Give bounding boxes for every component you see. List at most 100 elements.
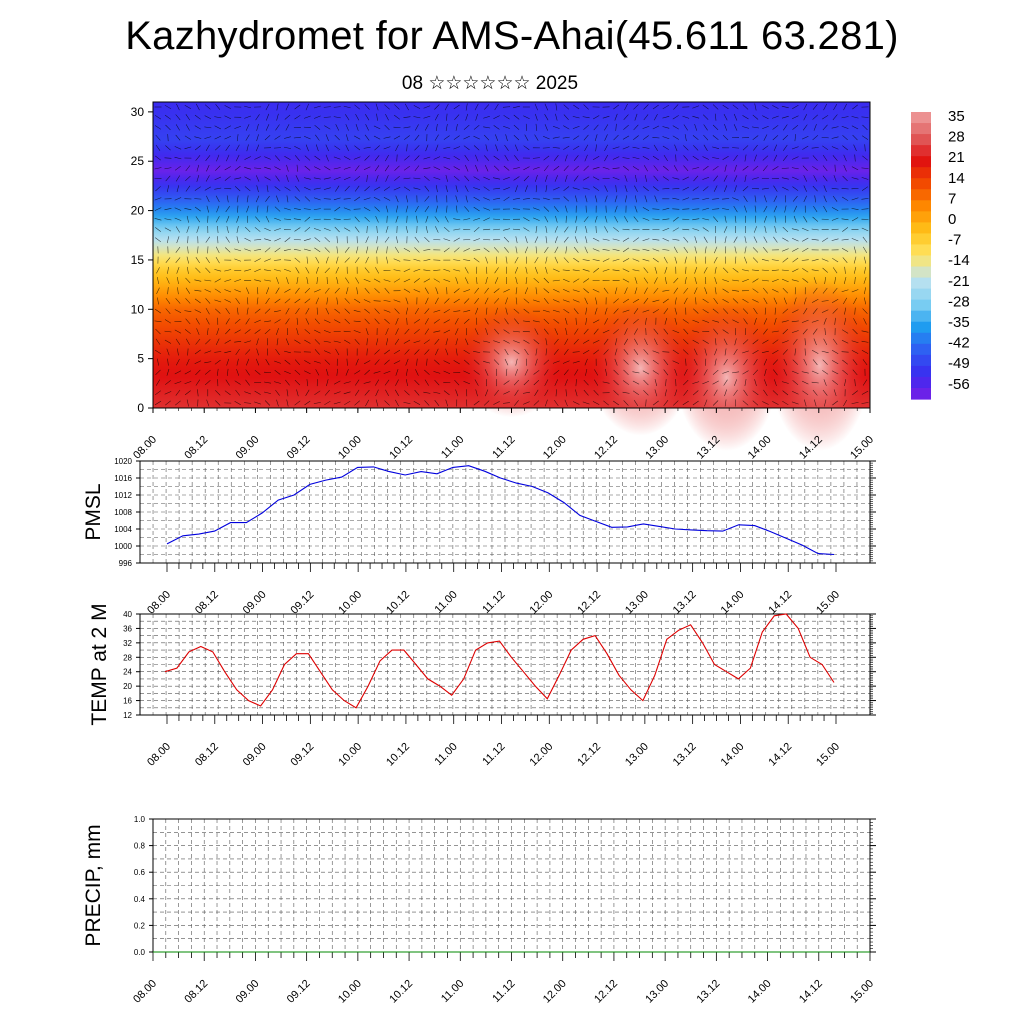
wind-arrow (543, 277, 549, 284)
y-tick-label: 5 (137, 352, 144, 366)
wind-arrow (215, 256, 220, 264)
wind-arrow (614, 195, 618, 203)
wind-arrow (423, 115, 431, 119)
wind-arrow (851, 208, 859, 210)
wind-arrow (234, 177, 242, 180)
wind-arrow (632, 156, 640, 160)
wind-arrow (276, 195, 279, 203)
colorbar-label: -14 (948, 252, 970, 269)
wind-arrow (821, 309, 829, 313)
wind-arrow (673, 400, 679, 406)
wind-arrow (304, 196, 311, 202)
wind-arrow (822, 267, 828, 273)
wind-arrow (196, 328, 200, 335)
wind-arrow (703, 267, 708, 274)
colorbar-label: -21 (948, 273, 970, 290)
wind-arrow (673, 246, 678, 254)
wind-arrow (305, 144, 309, 152)
wind-arrow (164, 114, 171, 120)
wind-arrow (663, 400, 669, 406)
wind-arrow (493, 319, 500, 324)
wind-arrow (234, 165, 241, 171)
wind-arrow (247, 297, 249, 305)
wind-arrow (744, 328, 747, 336)
wind-arrow (364, 216, 370, 222)
wind-arrow (505, 297, 508, 305)
wind-arrow (694, 277, 697, 284)
wind-arrow (582, 401, 590, 405)
wind-arrow (216, 328, 220, 335)
wind-arrow (215, 216, 220, 223)
wind-arrow (353, 156, 361, 160)
wind-arrow (385, 113, 389, 121)
wind-arrow (622, 268, 630, 273)
wind-arrow (542, 197, 550, 200)
wind-arrow (662, 298, 669, 304)
wind-arrow (642, 370, 650, 375)
wind-arrow (783, 297, 787, 305)
wind-arrow (504, 154, 509, 162)
wind-arrow (752, 369, 759, 376)
wind-arrow (354, 226, 360, 233)
wind-arrow (197, 246, 199, 254)
wind-arrow (484, 369, 489, 376)
x-tick-label: 09.00 (241, 589, 269, 617)
wind-arrow (732, 279, 740, 282)
wind-arrow (513, 167, 520, 170)
y-tick-label: 0 (137, 401, 144, 415)
wind-arrow (861, 390, 869, 395)
wind-arrow (834, 164, 836, 172)
wind-arrow (684, 134, 687, 142)
wind-arrow (822, 175, 828, 182)
wind-arrow (314, 124, 321, 130)
wind-arrow (552, 147, 560, 149)
wind-arrow (214, 269, 222, 272)
wind-arrow (592, 248, 600, 252)
y-tick-label: 30 (131, 105, 145, 119)
wind-arrow (414, 165, 420, 172)
wind-arrow (832, 400, 839, 406)
wind-arrow (634, 195, 637, 203)
temp2m-ylabel: TEMP at 2 M (88, 603, 111, 725)
wind-arrow (844, 307, 847, 315)
wind-arrow (414, 379, 420, 386)
wind-arrow (744, 205, 747, 213)
wind-arrow (295, 267, 300, 274)
wind-arrow (662, 249, 670, 251)
wind-arrow (523, 227, 530, 232)
wind-arrow (244, 329, 251, 334)
wind-arrow (335, 124, 340, 131)
wind-arrow (264, 258, 271, 262)
wind-arrow (435, 185, 438, 193)
wind-arrow (215, 308, 221, 314)
wind-arrow (545, 225, 548, 233)
wind-arrow (831, 350, 839, 354)
wind-arrow (324, 287, 330, 294)
wind-arrow (384, 236, 390, 243)
wind-arrow (662, 238, 670, 242)
wind-arrow (245, 349, 251, 355)
wind-arrow (325, 144, 329, 152)
wind-arrow (602, 329, 610, 334)
wind-arrow (224, 135, 232, 140)
wind-arrow (323, 319, 331, 324)
wind-arrow (314, 237, 321, 243)
wind-arrow (406, 144, 408, 152)
wind-arrow (822, 165, 828, 172)
wind-arrow (403, 339, 411, 344)
wind-arrow (613, 369, 619, 375)
wind-arrow (236, 236, 239, 244)
wind-arrow (204, 361, 212, 364)
wind-arrow (453, 155, 460, 161)
wind-arrow (602, 115, 610, 119)
wind-arrow (433, 309, 441, 313)
wind-arrow (443, 319, 450, 324)
wind-arrow (653, 328, 659, 335)
wind-arrow (314, 329, 321, 334)
wind-arrow (544, 246, 549, 253)
wind-arrow (863, 277, 867, 284)
wind-arrow (702, 339, 709, 344)
wind-arrow (503, 339, 510, 344)
wind-arrow (782, 134, 789, 141)
wind-arrow (595, 225, 597, 234)
